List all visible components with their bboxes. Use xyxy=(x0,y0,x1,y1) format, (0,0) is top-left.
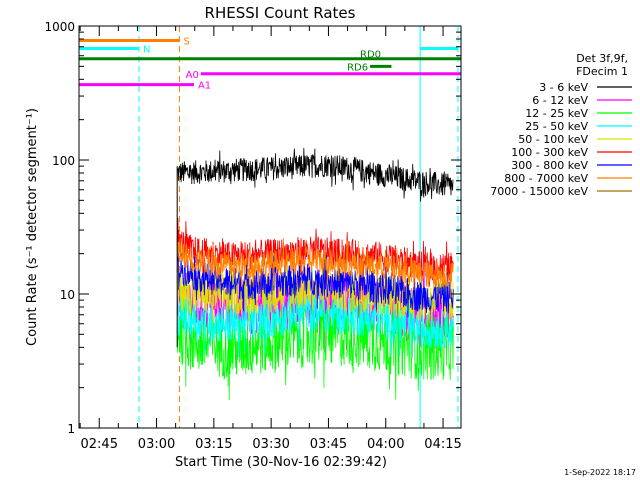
series-line-25-50keV xyxy=(176,282,454,358)
x-tick-label: 03:15 xyxy=(195,437,232,452)
y-axis: 1 10 100 1000 xyxy=(44,20,461,436)
x-tick-label: 02:45 xyxy=(81,437,118,452)
x-tick-label: 03:30 xyxy=(252,437,289,452)
legend-label: 800 - 7000 keV xyxy=(504,172,588,185)
legend-label: 12 - 25 keV xyxy=(525,107,588,120)
legend-header-line: Det 3f,9f, xyxy=(576,52,628,65)
y-tick-label: 10 xyxy=(60,288,75,302)
flag-label-S: S xyxy=(183,36,189,47)
flag-label-RD0: RD0 xyxy=(360,50,381,61)
x-tick-label: 04:00 xyxy=(367,437,404,452)
series-line-3-6keV xyxy=(176,147,454,202)
chart-title: RHESSI Count Rates xyxy=(205,4,356,22)
legend-label: 50 - 100 keV xyxy=(518,133,588,146)
series-line-12-25keV xyxy=(176,275,454,400)
plot-frame xyxy=(78,25,462,429)
flag-label-A1: A1 xyxy=(198,81,211,92)
footer-date: 1-Sep-2022 18:17 xyxy=(564,468,636,477)
flag-label-N: N xyxy=(143,44,150,55)
legend-label: 6 - 12 keV xyxy=(532,94,588,107)
x-axis: 02:45 03:00 03:15 03:30 03:45 04:00 04:15 xyxy=(79,26,462,452)
legend-header-line: FDecim 1 xyxy=(576,65,628,78)
y-tick-label: 100 xyxy=(52,154,75,168)
y-axis-label: Count Rate (s⁻¹ detector segment⁻¹) xyxy=(25,108,40,346)
y-tick-label: 1000 xyxy=(44,20,75,34)
y-tick-label: 1 xyxy=(67,422,75,436)
x-axis-label: Start Time (30-Nov-16 02:39:42) xyxy=(175,455,387,470)
flag-label-A0: A0 xyxy=(186,70,199,81)
x-tick-label: 03:45 xyxy=(310,437,347,452)
legend-label: 100 - 300 keV xyxy=(511,146,588,159)
legend-label: 7000 - 15000 keV xyxy=(490,185,588,198)
flag-label-RD6: RD6 xyxy=(347,62,368,73)
series-line-300-800keV xyxy=(176,252,454,318)
x-tick-label: 04:15 xyxy=(424,437,461,452)
legend-label: 3 - 6 keV xyxy=(539,81,588,94)
series-line-800-7000keV xyxy=(176,238,454,299)
x-tick-label: 03:00 xyxy=(138,437,175,452)
series-line-100-300keV xyxy=(176,217,454,288)
legend-label: 300 - 800 keV xyxy=(511,159,588,172)
legend-label: 25 - 50 keV xyxy=(525,120,588,133)
